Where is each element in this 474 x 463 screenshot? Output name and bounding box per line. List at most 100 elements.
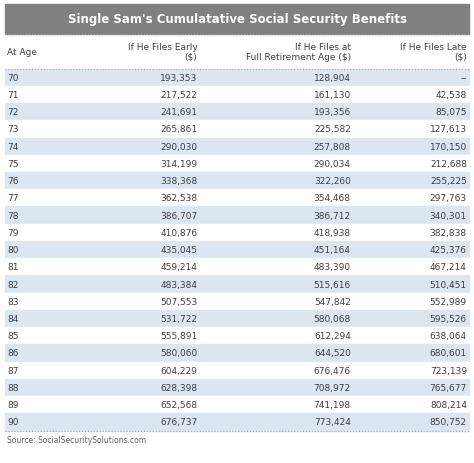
Text: 580,060: 580,060 [160, 349, 198, 358]
Text: 265,861: 265,861 [160, 125, 198, 134]
Bar [5, 121, 469, 138]
Bar [5, 190, 469, 207]
Text: 170,150: 170,150 [429, 142, 467, 151]
Text: 850,752: 850,752 [430, 418, 467, 426]
Bar [5, 344, 469, 362]
Text: 74: 74 [7, 142, 18, 151]
Text: 217,522: 217,522 [161, 91, 198, 100]
Text: 322,260: 322,260 [314, 177, 351, 186]
Text: 83: 83 [7, 297, 18, 306]
Text: 70: 70 [7, 74, 18, 82]
Text: 72: 72 [7, 108, 18, 117]
Text: 595,526: 595,526 [430, 314, 467, 323]
Text: 652,568: 652,568 [160, 400, 198, 409]
Bar [5, 173, 469, 190]
Text: 435,045: 435,045 [161, 245, 198, 255]
Bar [5, 224, 469, 241]
Bar [5, 87, 469, 104]
Text: 73: 73 [7, 125, 18, 134]
Text: 708,972: 708,972 [314, 383, 351, 392]
Text: 86: 86 [7, 349, 18, 358]
Text: 552,989: 552,989 [430, 297, 467, 306]
Text: 255,225: 255,225 [430, 177, 467, 186]
Text: 531,722: 531,722 [161, 314, 198, 323]
Text: 338,368: 338,368 [160, 177, 198, 186]
Bar [5, 138, 469, 156]
Text: 638,064: 638,064 [430, 332, 467, 340]
Bar [5, 293, 469, 310]
Text: 555,891: 555,891 [160, 332, 198, 340]
Text: 612,294: 612,294 [314, 332, 351, 340]
Text: 127,613: 127,613 [430, 125, 467, 134]
Text: 628,398: 628,398 [160, 383, 198, 392]
Text: 773,424: 773,424 [314, 418, 351, 426]
Text: 75: 75 [7, 160, 18, 169]
Text: 290,034: 290,034 [314, 160, 351, 169]
Text: 193,353: 193,353 [160, 74, 198, 82]
Text: 362,538: 362,538 [160, 194, 198, 203]
Bar [5, 327, 469, 344]
Text: 459,214: 459,214 [161, 263, 198, 272]
Bar [5, 259, 469, 276]
Text: 723,139: 723,139 [430, 366, 467, 375]
Bar [5, 5, 469, 35]
Text: 644,520: 644,520 [314, 349, 351, 358]
Text: If He Files Late
($): If He Files Late ($) [400, 43, 467, 62]
Text: 483,390: 483,390 [314, 263, 351, 272]
Text: 765,677: 765,677 [429, 383, 467, 392]
Text: 386,707: 386,707 [160, 211, 198, 220]
Text: 515,616: 515,616 [313, 280, 351, 289]
Text: 76: 76 [7, 177, 18, 186]
Text: 467,214: 467,214 [430, 263, 467, 272]
Text: 354,468: 354,468 [314, 194, 351, 203]
Text: 676,476: 676,476 [314, 366, 351, 375]
Text: 81: 81 [7, 263, 18, 272]
Text: 507,553: 507,553 [160, 297, 198, 306]
Text: --: -- [460, 74, 467, 82]
Text: 42,538: 42,538 [436, 91, 467, 100]
Text: 80: 80 [7, 245, 18, 255]
Text: 85: 85 [7, 332, 18, 340]
Text: 85,075: 85,075 [436, 108, 467, 117]
Bar [5, 276, 469, 293]
Text: 314,199: 314,199 [160, 160, 198, 169]
Text: Source: SocialSecuritySolutions.com: Source: SocialSecuritySolutions.com [7, 435, 146, 444]
Bar [5, 104, 469, 121]
Text: 425,376: 425,376 [430, 245, 467, 255]
Bar [5, 156, 469, 173]
Text: 297,763: 297,763 [430, 194, 467, 203]
Text: 257,808: 257,808 [314, 142, 351, 151]
Text: 680,601: 680,601 [429, 349, 467, 358]
Text: 71: 71 [7, 91, 18, 100]
Text: 128,904: 128,904 [314, 74, 351, 82]
Text: 225,582: 225,582 [314, 125, 351, 134]
Bar [5, 396, 469, 413]
Text: 382,838: 382,838 [430, 228, 467, 238]
Text: 808,214: 808,214 [430, 400, 467, 409]
Text: If He Files at
Full Retirement Age ($): If He Files at Full Retirement Age ($) [246, 43, 351, 62]
Text: 604,229: 604,229 [161, 366, 198, 375]
Text: 77: 77 [7, 194, 18, 203]
Text: At Age: At Age [7, 48, 37, 56]
Text: 89: 89 [7, 400, 18, 409]
Text: 510,451: 510,451 [430, 280, 467, 289]
Bar [5, 379, 469, 396]
Text: 547,842: 547,842 [314, 297, 351, 306]
Text: 78: 78 [7, 211, 18, 220]
Bar [5, 362, 469, 379]
Bar [5, 413, 469, 431]
Text: 87: 87 [7, 366, 18, 375]
Text: 418,938: 418,938 [314, 228, 351, 238]
Bar [5, 241, 469, 259]
Text: 161,130: 161,130 [313, 91, 351, 100]
Text: 580,068: 580,068 [313, 314, 351, 323]
Text: 88: 88 [7, 383, 18, 392]
Text: 386,712: 386,712 [314, 211, 351, 220]
Text: 290,030: 290,030 [160, 142, 198, 151]
Text: 410,876: 410,876 [160, 228, 198, 238]
Bar [5, 69, 469, 87]
Text: 451,164: 451,164 [314, 245, 351, 255]
Text: 741,198: 741,198 [314, 400, 351, 409]
Text: 483,384: 483,384 [161, 280, 198, 289]
Text: 193,356: 193,356 [313, 108, 351, 117]
